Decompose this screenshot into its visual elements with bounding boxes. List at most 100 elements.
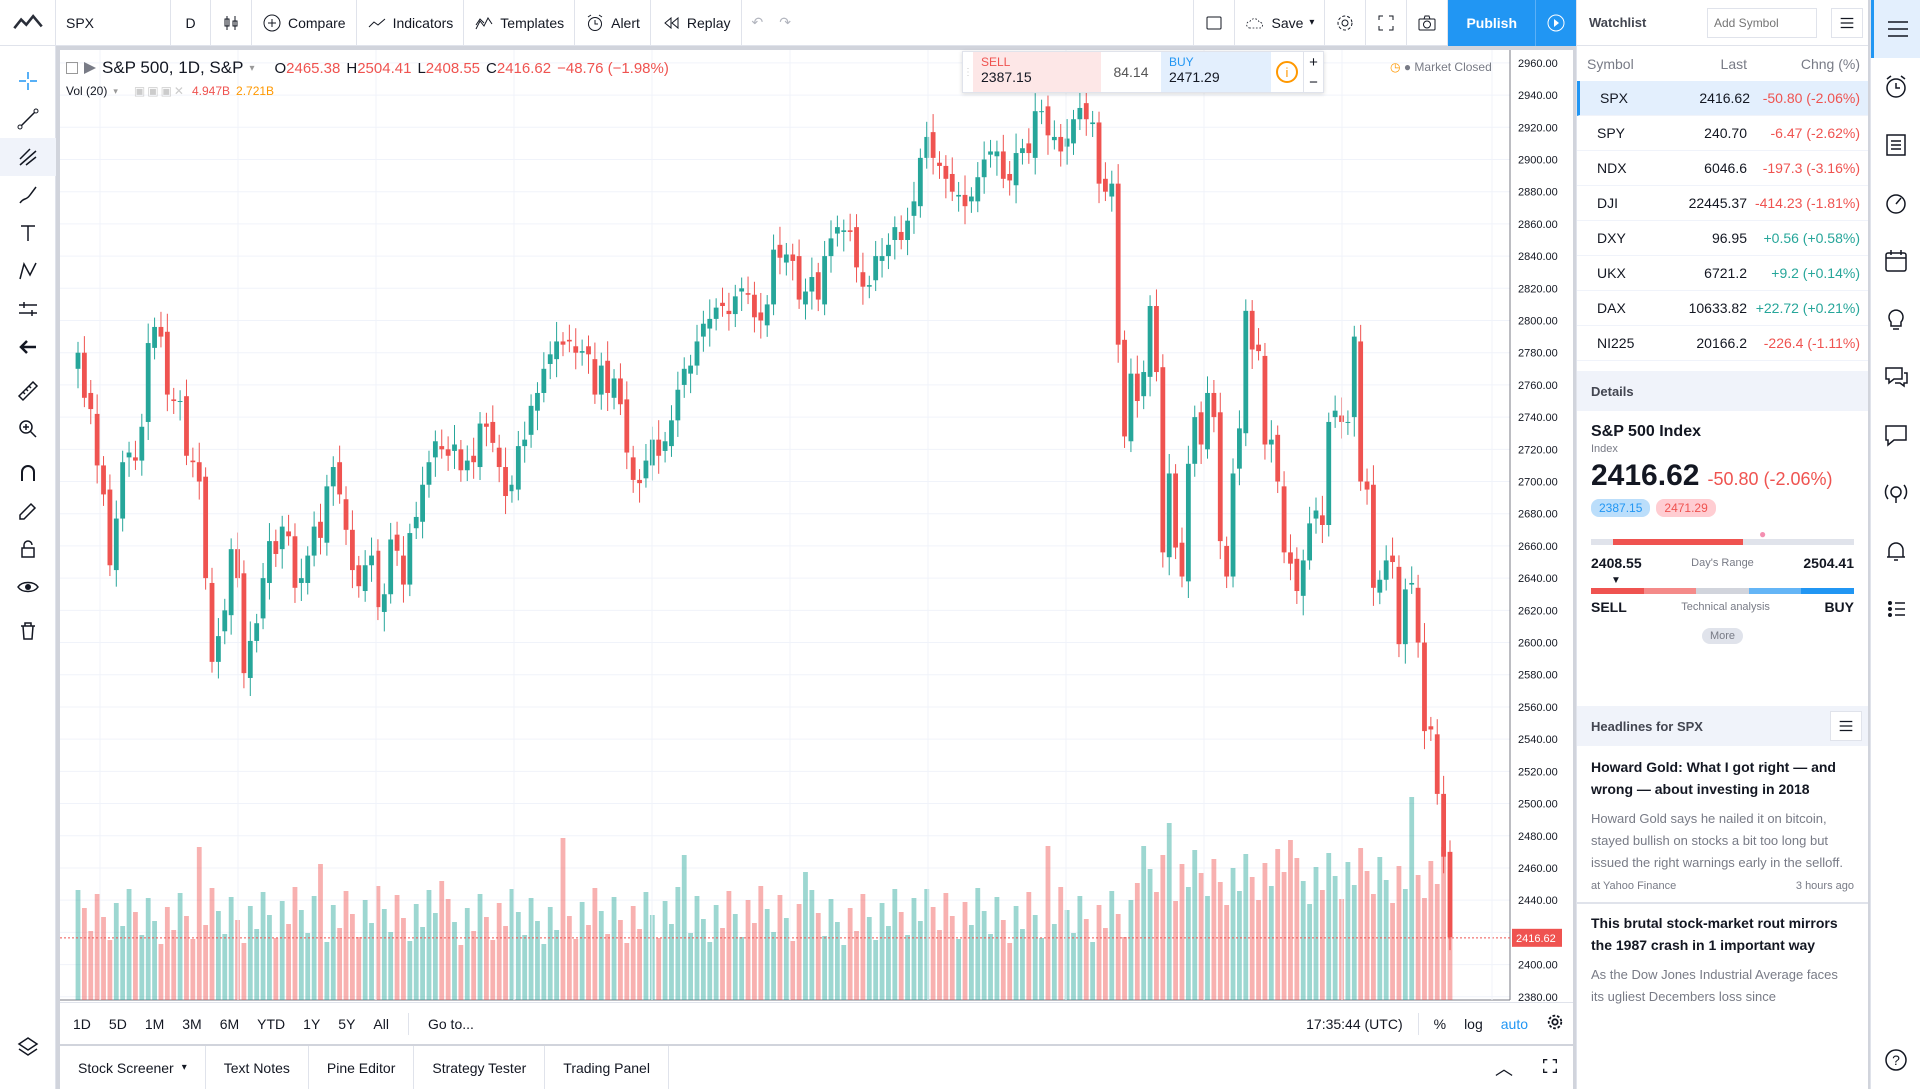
technical-analysis-label[interactable]: Technical analysis [1681, 601, 1770, 613]
timeframe-1d[interactable]: 1D [73, 1015, 91, 1032]
chevron-down-icon[interactable]: ▾ [249, 62, 255, 74]
scale-settings-button[interactable] [1537, 1013, 1573, 1034]
chart-type-button[interactable] [211, 0, 252, 46]
alerts-tab[interactable] [1871, 58, 1920, 116]
headline-item[interactable]: Howard Gold: What I got right — and wron… [1577, 746, 1868, 904]
timeframe-5y[interactable]: 5Y [338, 1015, 356, 1032]
tradingview-logo[interactable] [0, 0, 56, 46]
sell-button[interactable]: SELL 2387.15 [973, 52, 1101, 92]
chart-area[interactable]: 2380.002400.002420.002440.002460.002480.… [60, 50, 1573, 1044]
publish-options-button[interactable] [1535, 0, 1576, 46]
brush-tool[interactable] [0, 176, 56, 214]
col-last[interactable]: Last [1720, 55, 1747, 72]
measure-tool[interactable] [0, 372, 56, 410]
timeframe-6m[interactable]: 6M [219, 1015, 240, 1032]
magnet-tool[interactable] [0, 454, 56, 492]
watchlist-row[interactable]: UKX 6721.2 +9.2 (+0.14%) [1577, 256, 1868, 291]
snapshot-button[interactable] [1407, 0, 1449, 46]
watchlist-row[interactable]: NI225 20166.2 -226.4 (-1.11%) [1577, 326, 1868, 361]
watchlist-row[interactable]: SPX 2416.62 -50.80 (-2.06%) [1577, 81, 1868, 116]
bottom-tab[interactable]: Strategy Tester [414, 1046, 546, 1089]
timeframe-1y[interactable]: 1Y [303, 1015, 321, 1032]
watchlist-menu-button[interactable] [1831, 7, 1863, 38]
watchlist-title[interactable]: Watchlist [1589, 15, 1647, 30]
lock-tool[interactable] [0, 530, 56, 568]
watchlist-tab[interactable] [1871, 0, 1920, 58]
timeframe-all[interactable]: All [373, 1015, 389, 1032]
bottom-tab[interactable]: Text Notes [206, 1046, 309, 1089]
add-symbol-input[interactable] [1707, 7, 1817, 38]
indicators-button[interactable]: Indicators [357, 0, 465, 46]
fullscreen-button[interactable] [1366, 0, 1408, 46]
watchlist-row[interactable]: DXY 96.95 +0.56 (+0.58%) [1577, 221, 1868, 256]
data-window-tab[interactable] [1871, 116, 1920, 174]
watchlist-row[interactable]: NDX 6046.6 -197.3 (-3.16%) [1577, 151, 1868, 186]
undo-icon[interactable]: ↶ [751, 14, 764, 30]
col-symbol[interactable]: Symbol [1587, 55, 1634, 72]
object-tree-tool[interactable] [0, 1028, 56, 1066]
publish-button[interactable]: Publish [1448, 0, 1535, 46]
plus-icon[interactable]: + [1309, 53, 1318, 71]
buy-button[interactable]: BUY 2471.29 [1161, 52, 1271, 92]
drag-handle-icon[interactable]: ⋮ [963, 66, 973, 78]
clock-display[interactable]: 17:35:44 (UTC) [1306, 1015, 1403, 1032]
prediction-tool[interactable] [0, 290, 56, 328]
timeframe-1m[interactable]: 1M [144, 1015, 165, 1032]
pattern-tool[interactable] [0, 252, 56, 290]
bottom-tab[interactable]: Pine Editor [309, 1046, 415, 1089]
streams-tab[interactable] [1871, 348, 1920, 406]
study-controls-icon[interactable]: ▣▣▣✕ [133, 84, 186, 98]
timeframe-ytd[interactable]: YTD [257, 1015, 286, 1032]
templates-button[interactable]: Templates [464, 0, 576, 46]
bottom-tab[interactable]: Stock Screener ▾ [60, 1046, 206, 1089]
price-chart[interactable]: 2380.002400.002420.002440.002460.002480.… [60, 50, 1573, 1044]
redo-icon[interactable]: ↷ [779, 14, 791, 30]
zoom-tool[interactable] [0, 410, 56, 448]
goto-button[interactable]: Go to... [427, 1015, 474, 1032]
alert-button[interactable]: Alert [575, 0, 651, 46]
chevron-up-icon[interactable]: ︿ [1495, 1058, 1513, 1079]
headlines-menu-button[interactable] [1830, 711, 1862, 741]
watchlist-row[interactable]: SPY 240.70 -6.47 (-2.62%) [1577, 116, 1868, 151]
remove-drawings-tool[interactable] [0, 612, 56, 650]
symbol-search[interactable]: SPX [56, 0, 171, 46]
trend-line-tool[interactable] [0, 100, 56, 138]
quantity-stepper[interactable]: + − [1303, 52, 1323, 92]
crosshair-tool[interactable] [0, 62, 56, 100]
headline-item[interactable]: This brutal stock-market rout mirrors th… [1577, 904, 1868, 1016]
ideas-tab[interactable] [1871, 290, 1920, 348]
settings-button[interactable] [1325, 0, 1367, 46]
chats-tab[interactable] [1871, 406, 1920, 464]
watchlist-row[interactable]: DAX 10633.82 +22.72 (+0.21%) [1577, 291, 1868, 326]
text-tool[interactable] [0, 214, 56, 252]
visibility-tool[interactable] [0, 568, 56, 606]
timeframe-5d[interactable]: 5D [108, 1015, 127, 1032]
replay-button[interactable]: Replay [651, 0, 742, 46]
auto-scale-toggle[interactable]: auto [1500, 1015, 1528, 1032]
percent-scale-toggle[interactable]: % [1433, 1015, 1447, 1032]
bell-tab[interactable] [1871, 522, 1920, 580]
log-scale-toggle[interactable]: log [1464, 1015, 1483, 1032]
back-tool[interactable] [0, 328, 56, 366]
compare-button[interactable]: Compare [252, 0, 357, 46]
help-button[interactable]: ? [1871, 1031, 1920, 1089]
watchlist-row[interactable]: DJI 22445.37 -414.23 (-1.81%) [1577, 186, 1868, 221]
flag-icon[interactable] [84, 62, 96, 74]
calendar-tab[interactable] [1871, 232, 1920, 290]
chevron-down-icon[interactable]: ▾ [113, 85, 118, 96]
interval-button[interactable]: D [171, 0, 211, 46]
fib-tool[interactable] [0, 138, 56, 176]
more-button[interactable]: More [1701, 628, 1744, 644]
notifications-tab[interactable] [1871, 464, 1920, 522]
info-button[interactable]: i [1271, 52, 1303, 92]
stay-drawing-tool[interactable] [0, 492, 56, 530]
bottom-tab[interactable]: Trading Panel [545, 1046, 669, 1089]
timeframe-3m[interactable]: 3M [182, 1015, 202, 1032]
layout-button[interactable] [1193, 0, 1236, 46]
dom-tab[interactable] [1871, 580, 1920, 638]
hotlist-tab[interactable] [1871, 174, 1920, 232]
minus-icon[interactable]: − [1309, 73, 1318, 91]
maximize-icon[interactable] [1527, 1057, 1573, 1078]
col-change[interactable]: Chng (%) [1800, 55, 1860, 72]
save-button[interactable]: Save ▾ [1235, 0, 1326, 46]
